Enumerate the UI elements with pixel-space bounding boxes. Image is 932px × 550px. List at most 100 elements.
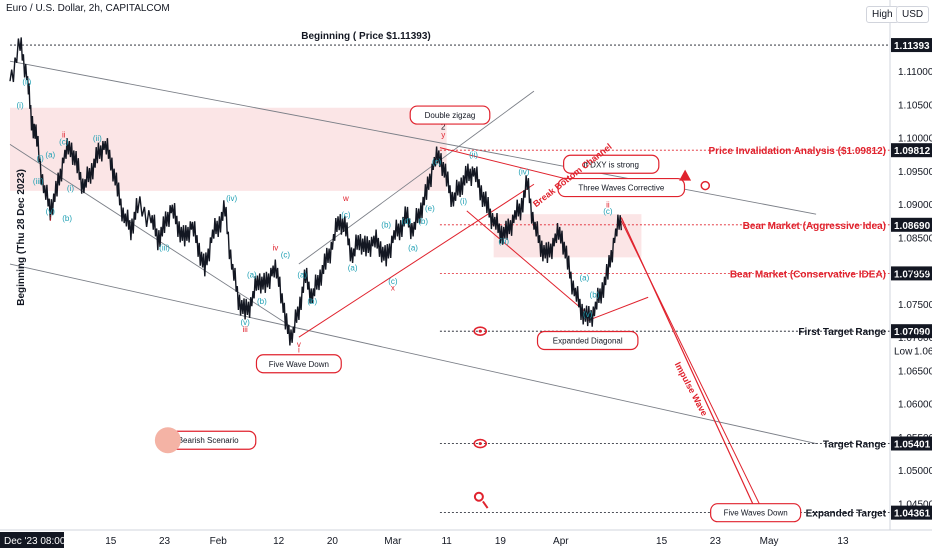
wave-label: (iii) [33,177,44,186]
x-tick: 20 [327,536,339,547]
price-tag: 1.09812 [894,146,931,157]
x-tick-bg [0,532,64,548]
search-icon [482,500,489,509]
wave-label: 2 [441,123,446,132]
price-tag: 1.08690 [894,221,931,232]
callout-text: Three Waves Corrective [578,184,665,193]
upper-resistance-zone [10,107,447,191]
callout-text: Expanded Diagonal [553,336,623,345]
lightbulb-icon [700,180,711,191]
eye-icon [473,326,488,336]
callout-text: Five Wave Down [269,360,329,369]
wave-label: (c) [281,250,291,259]
projection-line [620,217,757,511]
wave-label: (iii) [159,244,170,253]
eye-icon [478,441,482,446]
x-tick: 11 [441,536,452,547]
wave-label: (ii) [469,151,478,160]
price-line-label: Bear Market (Aggressive Idea) [743,221,886,232]
x-tick: 23 [710,536,722,547]
channel-line [298,90,535,265]
callout-box [563,154,660,174]
wave-label: (b) [257,297,267,306]
price-tag-bg [891,436,932,451]
wave-label: (ii) [93,134,102,143]
y-tick: 1.08500 [898,233,932,244]
wave-label: (v) [46,207,56,216]
callout-box [409,105,491,125]
wave-label: w [342,194,349,203]
wave-label: (b) [381,220,391,229]
eye-icon [473,438,488,449]
x-tick: 15 [105,536,117,547]
wave-label: (d) [401,217,411,226]
wave-label: i [49,214,51,223]
y-tick: 1.10500 [898,100,932,111]
callout-box [536,330,639,351]
callout-box [255,354,342,374]
wave-label: iii [242,325,248,334]
callout-box [710,503,802,523]
wave-label: (i) [460,197,467,206]
trend-line [587,296,649,322]
wave-label: (v) [240,318,250,327]
x-tick: Dec '23 08:00 [4,536,66,547]
wave-label: (a) [408,244,418,253]
wave-label: ii [606,201,610,210]
wave-label: i [298,345,300,354]
price-tag-bg [891,217,932,232]
wave-label: (c) [388,277,398,286]
currency-button[interactable]: USD [896,6,930,23]
y-tick: 1.04500 [898,499,932,510]
price-tag: 1.07959 [894,269,931,280]
wave-label: (b) [307,297,317,306]
price-line-label: Expanded Target [806,509,887,520]
y-tick: 1.05000 [898,466,932,477]
price-line-label: Bear Market (Conservative IDEA) [730,269,886,280]
wave-label: (c) [432,157,442,166]
eye-icon [478,329,482,333]
price-tag-bg [891,266,932,281]
y-tick: 1.06000 [898,400,932,411]
x-tick: Feb [210,536,228,547]
wave-label: (b) [590,290,600,299]
y-tick: 1.11000 [898,67,932,78]
price-line-label: First Target Range [798,327,886,338]
price-tag-bg [891,324,932,339]
low-value: 1.06948 [914,347,932,358]
wave-label: ii [62,131,66,140]
price-tag-bg [891,38,932,53]
price-tag-bg [891,505,932,520]
y-tick: 1.09500 [898,167,932,178]
callout-box [557,177,686,198]
wave-label: (e) [425,204,435,213]
wave-label: iv [272,244,278,253]
chart-title: Beginning ( Price $1.11393) [301,31,431,42]
wave-label: (i) [17,101,24,110]
price-tag: 1.05401 [894,439,931,450]
price-tag: 1.11393 [894,41,930,52]
side-label: Beginning (Thu 28 Dec 2023) [16,169,27,306]
wave-label: (i) [37,154,44,163]
high-button[interactable]: High [866,6,899,23]
wave-label: (c) [341,210,351,219]
wave-label: (c) [59,137,69,146]
price-tag: 1.04361 [894,509,931,520]
price-tag-bg [891,143,932,158]
x-tick: 13 [837,536,849,547]
y-tick: 1.07500 [898,300,932,311]
diagonal-label: Break Bottom Channel [531,141,614,209]
wave-label: (c) [603,207,613,216]
wave-label: (v) [583,310,593,319]
wave-label: (a) [348,264,358,273]
wave-label: (b) [418,217,428,226]
low-label: Low [894,347,913,358]
callout-text: Bearish Scenario [178,436,239,445]
y-tick: 1.10000 [898,134,932,145]
wave-label: x [391,284,395,293]
detective-emoji-icon [154,427,181,454]
x-tick: Apr [553,536,569,547]
wave-label: (ii) [22,77,31,86]
wave-label: (iv) [518,167,529,176]
